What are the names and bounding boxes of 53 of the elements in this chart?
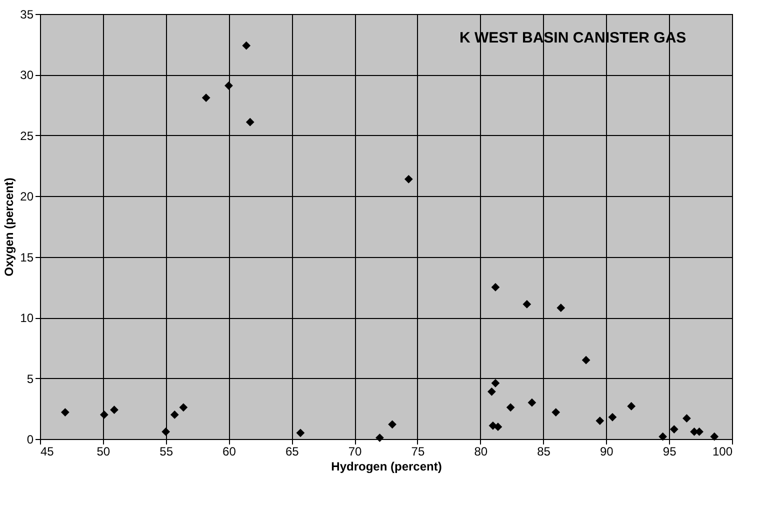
y-tick-label: 30 — [20, 68, 34, 82]
y-tick-label: 10 — [20, 311, 34, 326]
point — [682, 414, 691, 423]
y-tick-label: 25 — [20, 128, 34, 143]
point — [388, 420, 396, 429]
x-tick-label: 90 — [600, 444, 614, 458]
point — [494, 422, 502, 432]
point — [488, 387, 496, 396]
point — [552, 408, 560, 416]
point — [658, 432, 667, 441]
y-axis-title: Oxygen (percent) — [2, 178, 16, 276]
y-tick-label: 20 — [20, 190, 34, 204]
point — [491, 378, 500, 388]
x-tick-label: 80 — [474, 444, 488, 458]
point — [242, 41, 251, 50]
x-tick-label: 100 — [712, 444, 733, 458]
x-tick-label: 50 — [96, 444, 110, 458]
y-tick-label: 35 — [20, 8, 34, 22]
point — [60, 408, 70, 416]
point — [170, 410, 179, 419]
x-tick-label: 85 — [537, 444, 551, 458]
point — [608, 412, 617, 422]
point — [582, 356, 590, 364]
y-tick-label: 0 — [26, 432, 34, 446]
point — [162, 428, 170, 436]
x-tick-label: 70 — [348, 444, 362, 458]
point — [404, 174, 413, 184]
point — [710, 432, 719, 441]
point — [670, 425, 678, 434]
point — [110, 406, 118, 414]
point — [202, 94, 210, 102]
point — [224, 81, 233, 90]
x-tick-label: 75 — [411, 444, 425, 458]
point — [596, 416, 604, 425]
x-tick-label: 45 — [40, 444, 54, 458]
point — [522, 300, 532, 308]
point — [491, 283, 500, 292]
point — [179, 403, 188, 412]
point — [627, 402, 636, 410]
point — [556, 304, 566, 312]
point — [376, 434, 384, 442]
x-tick-label: 95 — [662, 444, 677, 458]
x-tick-label: 65 — [285, 444, 300, 458]
point — [296, 428, 305, 438]
x-tick-label: 55 — [160, 444, 174, 458]
x-tick-label: 60 — [222, 444, 236, 458]
y-tick-label: 5 — [26, 372, 34, 386]
y-tick-label: 15 — [20, 250, 34, 264]
point — [506, 403, 515, 412]
point — [246, 118, 254, 126]
point — [100, 410, 108, 419]
point — [528, 398, 536, 407]
x-axis-title: Hydrogen (percent) — [331, 460, 442, 474]
